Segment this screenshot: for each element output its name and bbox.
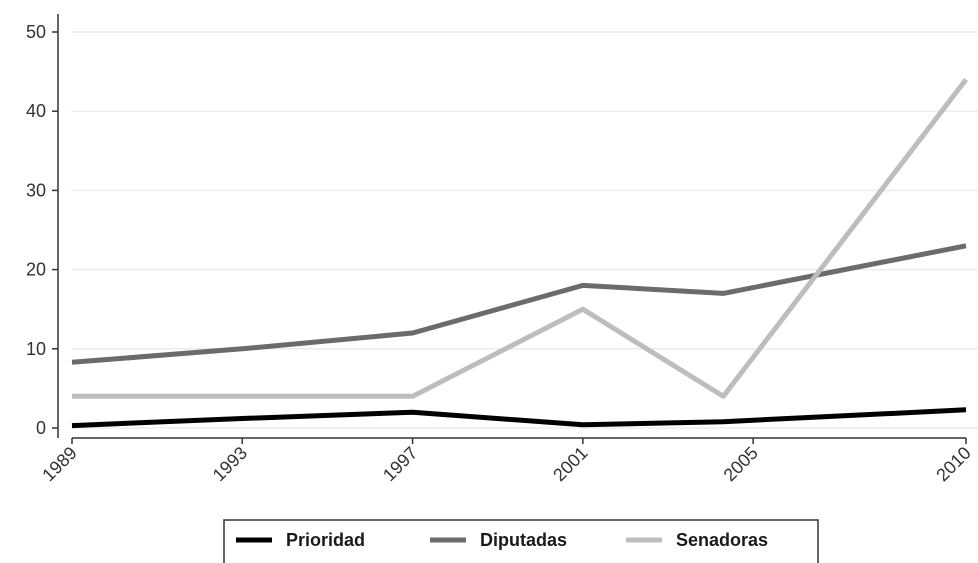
- x-tick-label: 2005: [720, 443, 762, 485]
- x-tick-label: 1993: [209, 443, 251, 485]
- series-line-senadoras: [72, 77, 968, 399]
- series-line-diputadas: [71, 243, 967, 365]
- series-lines: [71, 77, 968, 429]
- y-tick-label: 20: [26, 260, 46, 280]
- legend-box: [223, 519, 819, 563]
- legend-label-prioridad: Prioridad: [286, 530, 365, 550]
- x-ticks: 1989 1993 1997 2001 2005 2010: [38, 438, 975, 485]
- x-tick-label: 2010: [932, 443, 974, 485]
- x-tick-label: 1989: [38, 443, 80, 485]
- y-tick-label: 0: [36, 418, 46, 438]
- legend-label-senadoras: Senadoras: [676, 530, 768, 550]
- gridlines: [72, 31, 978, 429]
- y-ticks: 0 10 20 30 40 50: [26, 22, 58, 438]
- series-line-prioridad: [71, 407, 967, 429]
- x-tick-label: 2001: [549, 443, 591, 485]
- y-tick-label: 10: [26, 339, 46, 359]
- legend-label-diputadas: Diputadas: [480, 530, 567, 550]
- legend: Prioridad Diputadas Senadoras: [223, 519, 819, 563]
- y-tick-label: 50: [26, 22, 46, 42]
- axes: [57, 14, 966, 439]
- y-tick-label: 40: [26, 101, 46, 121]
- y-tick-label: 30: [26, 180, 46, 200]
- x-tick-label: 1997: [379, 443, 421, 485]
